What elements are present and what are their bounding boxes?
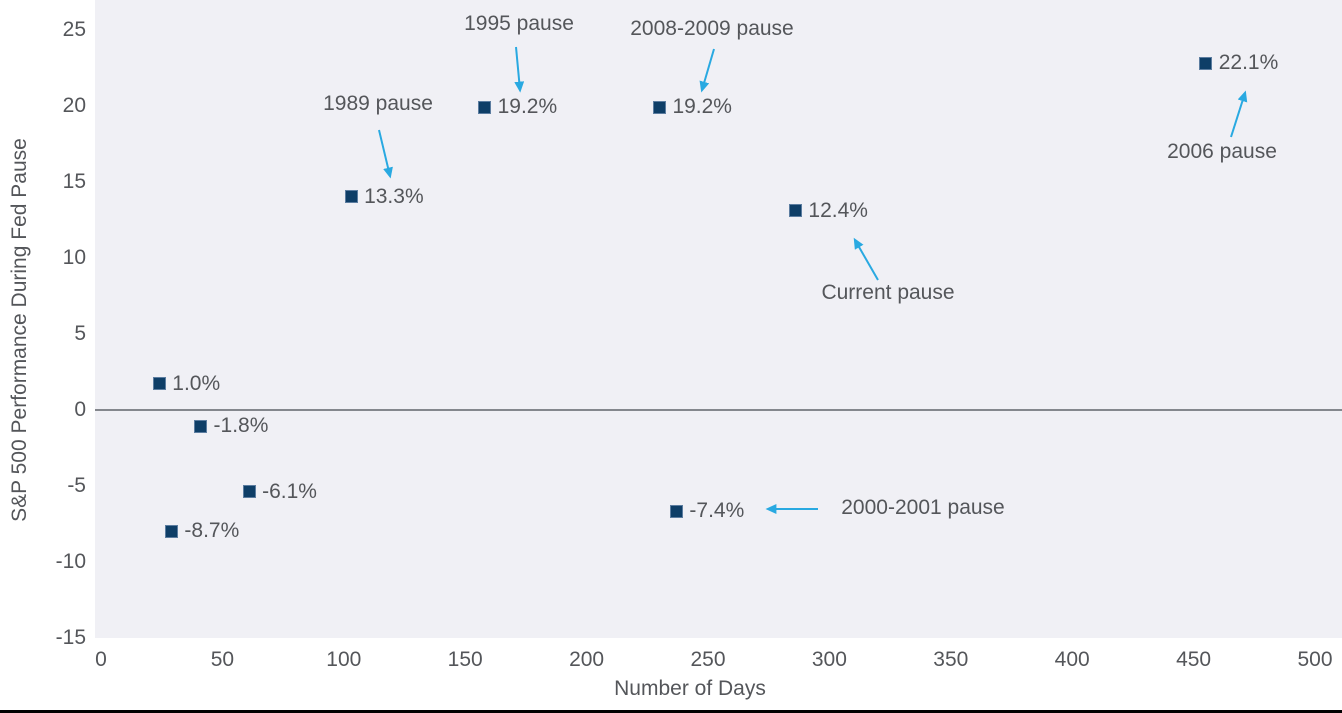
x-tick-label: 200 (569, 648, 605, 671)
x-tick-label: 450 (1176, 648, 1212, 671)
x-tick-label: 100 (326, 648, 362, 671)
annotation-label: 2008-2009 pause (630, 17, 794, 40)
y-tick-label: 5 (74, 322, 86, 345)
data-point-label: 19.2% (672, 95, 732, 119)
annotation-label: 1989 pause (323, 92, 433, 115)
zero-line (95, 409, 1342, 411)
y-tick-label: -10 (55, 550, 86, 573)
y-tick-label: 15 (62, 170, 86, 193)
data-point-label: 22.1% (1218, 51, 1279, 75)
x-tick-label: 300 (811, 648, 847, 671)
y-tick-label: -15 (55, 626, 86, 649)
data-point-label: -1.8% (213, 414, 269, 438)
y-tick-label: 0 (74, 398, 86, 421)
data-point-label: 12.4% (808, 198, 868, 222)
annotation-label: 2006 pause (1167, 140, 1277, 163)
y-tick-label: 25 (62, 18, 86, 41)
annotation-label: 1995 pause (464, 12, 574, 35)
data-point-marker (669, 504, 683, 518)
data-point-marker (652, 100, 666, 114)
data-point-marker (478, 100, 492, 114)
data-point-marker (344, 190, 358, 204)
y-tick-label: 20 (62, 94, 86, 117)
data-point-marker (194, 419, 208, 433)
data-point-label: -8.7% (184, 519, 240, 543)
annotation-label: 2000-2001 pause (841, 496, 1005, 519)
annotation-label: Current pause (821, 281, 955, 304)
y-axis-title: S&P 500 Performance During Fed Pause (8, 138, 31, 522)
data-point-marker (242, 485, 256, 499)
x-tick-label: 250 (690, 648, 726, 671)
x-tick-label: 500 (1297, 648, 1333, 671)
x-tick-label: 400 (1054, 648, 1090, 671)
x-tick-label: 350 (933, 648, 969, 671)
data-point-label: -6.1% (262, 479, 317, 503)
data-point-marker (152, 377, 166, 391)
plot-area (95, 0, 1342, 638)
data-point-marker (164, 524, 178, 538)
data-point-label: -7.4% (689, 499, 745, 523)
x-tick-label: 50 (210, 648, 235, 671)
y-tick-label: -5 (67, 474, 86, 497)
x-tick-label: 0 (95, 648, 107, 671)
data-point-label: 13.3% (364, 184, 424, 208)
bottom-border-line (0, 710, 1342, 713)
x-tick-label: 150 (447, 648, 483, 671)
data-point-label: 19.2% (497, 95, 558, 119)
data-point-marker (1199, 56, 1213, 70)
x-axis-title: Number of Days (614, 677, 766, 700)
data-point-marker (788, 204, 802, 218)
data-point-label: 1.0% (172, 371, 221, 395)
y-tick-label: 10 (62, 246, 86, 269)
